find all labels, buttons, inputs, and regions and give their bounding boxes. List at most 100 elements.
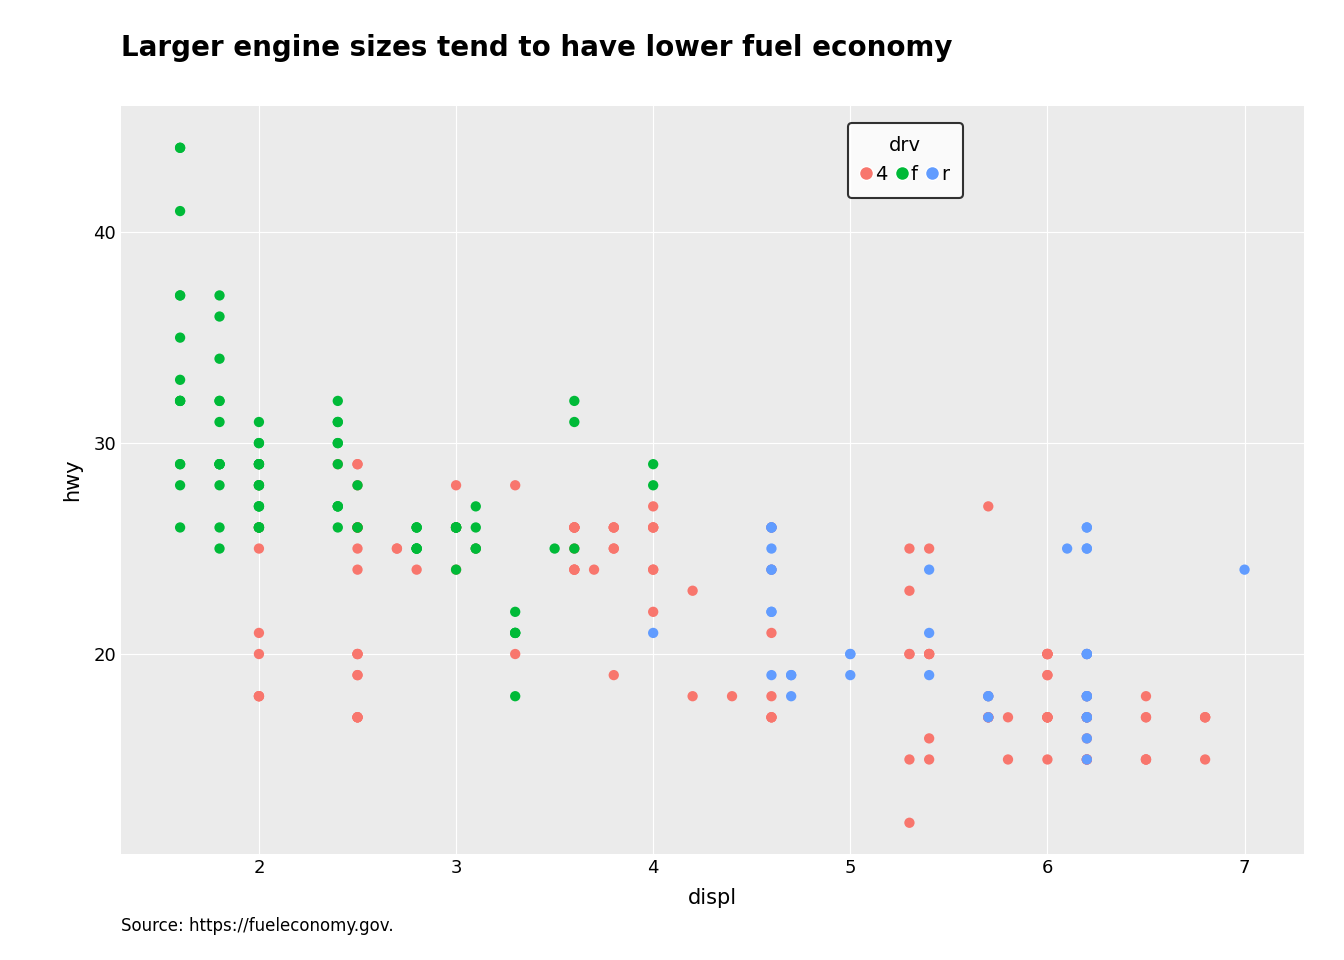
f [208,477,230,492]
4 [1136,752,1157,767]
4 [563,519,585,535]
4 [1077,709,1098,725]
r [1077,519,1098,535]
f [169,330,191,346]
4 [761,688,782,704]
Y-axis label: hwy: hwy [62,459,82,501]
4 [1136,709,1157,725]
f [208,457,230,472]
f [249,457,270,472]
f [642,477,664,492]
4 [347,540,368,556]
4 [642,562,664,577]
r [977,688,999,704]
4 [1077,752,1098,767]
4 [504,646,526,661]
r [761,562,782,577]
4 [1036,646,1058,661]
f [249,415,270,430]
r [761,540,782,556]
f [445,519,466,535]
f [327,415,348,430]
4 [327,457,348,472]
4 [918,646,939,661]
f [327,498,348,514]
4 [563,540,585,556]
r [761,519,782,535]
4 [1077,688,1098,704]
4 [249,477,270,492]
4 [347,562,368,577]
4 [918,540,939,556]
f [249,519,270,535]
4 [386,540,407,556]
4 [977,709,999,725]
4 [761,625,782,640]
4 [347,519,368,535]
r [1077,709,1098,725]
4 [347,667,368,683]
4 [603,519,625,535]
4 [445,519,466,535]
4 [347,646,368,661]
f [327,436,348,451]
X-axis label: displ: displ [688,888,737,908]
r [977,709,999,725]
r [1077,646,1098,661]
4 [249,688,270,704]
4 [347,667,368,683]
4 [918,731,939,746]
f [445,519,466,535]
f [445,519,466,535]
4 [1077,752,1098,767]
r [1077,646,1098,661]
4 [918,646,939,661]
4 [761,709,782,725]
f [208,457,230,472]
4 [761,709,782,725]
f [347,519,368,535]
4 [347,519,368,535]
4 [1195,709,1216,725]
f [465,519,487,535]
4 [563,562,585,577]
f [406,540,427,556]
4 [642,604,664,619]
f [169,477,191,492]
f [169,288,191,303]
4 [504,477,526,492]
r [781,667,802,683]
f [406,519,427,535]
4 [563,562,585,577]
4 [761,519,782,535]
f [208,415,230,430]
f [563,415,585,430]
4 [761,519,782,535]
4 [722,688,743,704]
f [249,519,270,535]
f [504,625,526,640]
f [249,477,270,492]
4 [445,519,466,535]
f [208,394,230,409]
4 [603,540,625,556]
r [1077,519,1098,535]
r [781,688,802,704]
f [445,562,466,577]
4 [1036,752,1058,767]
r [761,604,782,619]
4 [563,519,585,535]
r [761,604,782,619]
r [1077,709,1098,725]
r [1077,688,1098,704]
r [761,519,782,535]
f [208,351,230,367]
r [1234,562,1255,577]
r [642,625,664,640]
4 [1036,646,1058,661]
4 [1195,709,1216,725]
4 [642,562,664,577]
f [642,457,664,472]
f [208,394,230,409]
4 [1195,752,1216,767]
